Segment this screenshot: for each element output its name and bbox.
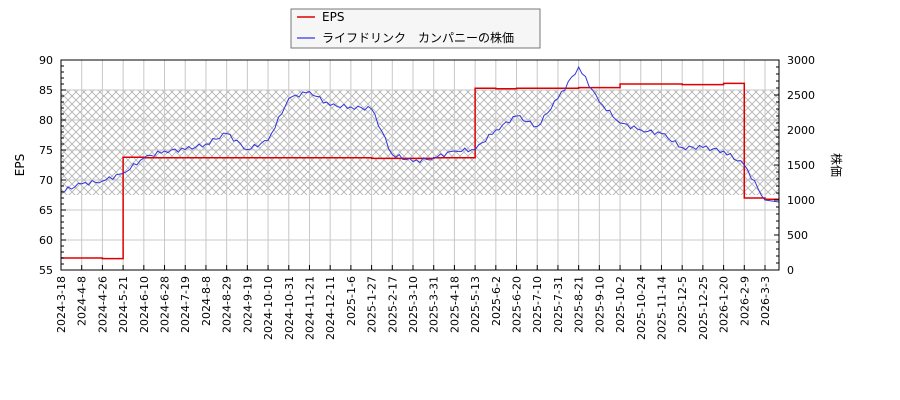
data-series [60, 65, 780, 260]
x-tick-label: 2025-1-6 [345, 276, 358, 326]
x-tick-label: 2025-9-10 [593, 276, 606, 333]
left-tick-label: 75 [39, 144, 53, 157]
x-tick-label: 2025-12-25 [697, 276, 710, 340]
x-tick-label: 2024-8-29 [221, 276, 234, 333]
x-axis: 2024-3-18 2024-4-8 2024-4-26 2024-5-21 2024-… [55, 265, 772, 340]
legend-eps-label: EPS [322, 10, 344, 24]
x-tick-label: 2024-9-19 [241, 276, 254, 333]
right-tick-label: 1500 [787, 159, 815, 172]
left-tick-label: 90 [39, 54, 53, 67]
x-tick-label: 2024-5-21 [117, 276, 130, 333]
x-tick-label: 2025-8-21 [573, 276, 586, 333]
x-tick-label: 2024-10-31 [283, 276, 296, 340]
x-tick-label: 2025-12-5 [676, 276, 689, 333]
left-tick-label: 70 [39, 174, 53, 187]
x-tick-label: 2024-10-10 [262, 276, 275, 340]
x-tick-label: 2025-3-10 [407, 276, 420, 333]
right-axis-title: 株価 [829, 153, 844, 177]
right-y-axis: 0 500 1000 1500 2000 2500 3000 [774, 54, 815, 277]
right-tick-label: 2000 [787, 124, 815, 137]
left-y-axis: 55 60 65 70 75 80 85 90 [39, 54, 66, 277]
x-tick-label: 2025-6-20 [511, 276, 524, 333]
x-tick-label: 2025-6-2 [490, 276, 503, 326]
shaded-band [61, 90, 779, 195]
x-tick-label: 2024-6-28 [159, 276, 172, 333]
x-tick-label: 2025-4-18 [448, 276, 461, 333]
x-tick-label: 2024-6-10 [138, 276, 151, 333]
eps-line [61, 82, 779, 260]
x-tick-label: 2024-8-8 [200, 276, 213, 326]
x-tick-label: 2026-2-9 [738, 276, 751, 326]
x-tick-label: 2025-11-14 [655, 276, 668, 340]
left-tick-label: 60 [39, 234, 53, 247]
stock-price-line [60, 65, 780, 203]
left-axis-title: EPS [13, 154, 27, 176]
x-tick-label: 2025-2-17 [386, 276, 399, 333]
x-tick-label: 2025-3-31 [428, 276, 441, 333]
x-tick-label: 2026-3-3 [759, 276, 772, 326]
x-tick-label: 2024-7-19 [179, 276, 192, 333]
x-tick-label: 2025-5-13 [469, 276, 482, 333]
x-tick-label: 2024-4-8 [76, 276, 89, 326]
legend-price-label: ライフドリンク カンパニーの株価 [322, 30, 514, 45]
left-tick-label: 65 [39, 204, 53, 217]
left-tick-label: 85 [39, 84, 53, 97]
right-tick-label: 3000 [787, 54, 815, 67]
x-tick-label: 2025-7-10 [531, 276, 544, 333]
right-tick-label: 0 [787, 264, 794, 277]
left-tick-label: 80 [39, 114, 53, 127]
x-tick-label: 2025-10-24 [635, 276, 648, 340]
x-tick-label: 2025-10-2 [614, 276, 627, 333]
legend: EPS ライフドリンク カンパニーの株価 [290, 8, 541, 49]
right-tick-label: 1000 [787, 194, 815, 207]
x-tick-label: 2025-1-27 [366, 276, 379, 333]
x-tick-label: 2024-3-18 [55, 276, 68, 333]
x-tick-label: 2024-12-11 [324, 276, 337, 340]
right-tick-label: 500 [787, 229, 808, 242]
x-tick-label: 2025-7-31 [552, 276, 565, 333]
x-tick-label: 2026-1-20 [718, 276, 731, 333]
right-tick-label: 2500 [787, 89, 815, 102]
x-tick-label: 2024-11-21 [303, 276, 316, 340]
left-tick-label: 55 [39, 264, 53, 277]
x-tick-label: 2024-4-26 [96, 276, 109, 333]
